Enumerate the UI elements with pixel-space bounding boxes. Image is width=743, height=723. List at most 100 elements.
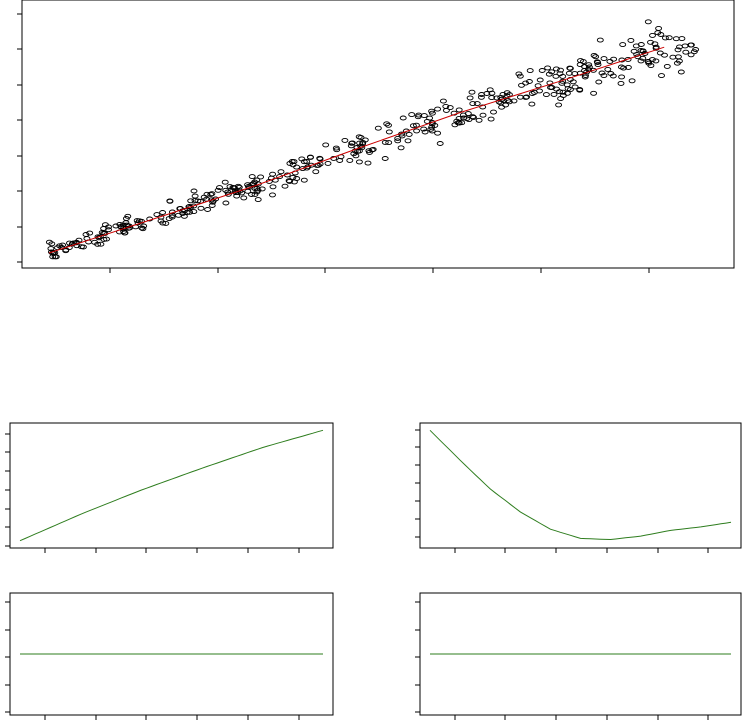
scatter-point xyxy=(434,106,442,112)
scatter-point xyxy=(681,43,689,49)
scatter-point xyxy=(644,19,652,25)
scatter-point xyxy=(209,199,217,205)
scatter-point xyxy=(94,241,102,247)
scatter-point xyxy=(257,174,265,180)
scatter-point xyxy=(402,128,410,134)
scatter-point xyxy=(661,35,669,41)
scatter-point xyxy=(593,59,601,65)
scatter-point xyxy=(669,54,677,60)
scatter-point xyxy=(258,186,266,192)
scatter-point xyxy=(413,128,421,134)
scatter-point xyxy=(569,79,577,85)
scatter-point xyxy=(244,188,252,194)
scatter-point xyxy=(86,230,94,236)
scatter-point xyxy=(121,230,129,236)
scatter-point xyxy=(687,52,695,58)
scatter-point xyxy=(316,156,324,162)
scatter-point xyxy=(604,66,612,72)
scatter-point xyxy=(277,169,285,175)
scatter-point xyxy=(544,65,552,71)
scatter-point xyxy=(649,32,656,38)
scatter-point xyxy=(455,107,463,113)
scatter-point xyxy=(208,197,216,203)
scatter-point xyxy=(516,73,524,79)
scatter-point xyxy=(530,89,538,95)
scatter-point xyxy=(654,30,662,36)
scatter-point xyxy=(248,192,255,197)
scatter-point xyxy=(385,122,392,128)
scatter-point xyxy=(420,113,428,119)
scatter-point xyxy=(394,138,402,144)
scatter-point xyxy=(138,225,146,231)
scatter-point xyxy=(269,184,277,190)
scatter-point xyxy=(600,73,608,79)
scatter-point xyxy=(493,95,501,101)
scatter-point xyxy=(687,42,695,48)
scatter-point xyxy=(592,54,600,60)
scatter-point xyxy=(618,74,626,80)
scatter-point xyxy=(463,116,471,122)
scatter-point xyxy=(555,102,563,108)
scatter-point xyxy=(336,158,344,163)
scatter-point xyxy=(536,77,544,83)
scatter-point xyxy=(240,195,248,201)
scatter-point xyxy=(385,129,393,135)
scatter-point xyxy=(498,104,506,110)
scatter-point xyxy=(352,153,360,159)
scatter-point xyxy=(663,63,671,69)
scatter-point xyxy=(426,115,434,121)
scatter-point xyxy=(607,71,615,76)
scatter-point xyxy=(47,249,55,255)
scatter-point xyxy=(637,42,645,47)
scatter-point xyxy=(556,89,563,95)
scatter-points xyxy=(45,19,700,260)
scatter-point xyxy=(558,80,566,86)
scatter-point xyxy=(105,227,112,233)
scatter-point xyxy=(94,234,102,240)
scatter-point xyxy=(208,203,216,208)
scatter-point xyxy=(469,101,477,107)
scatter-point xyxy=(466,95,474,101)
panel-bottom-left xyxy=(5,592,334,720)
scatter-point xyxy=(312,169,320,175)
scatter-point xyxy=(528,91,536,96)
scatter-point xyxy=(276,174,284,180)
scatter-point xyxy=(307,154,314,160)
scatter-point xyxy=(582,73,589,78)
scatter-point xyxy=(166,198,174,204)
scatter-point xyxy=(300,177,308,183)
scatter-point xyxy=(101,222,109,228)
scatter-point xyxy=(190,203,198,209)
panel-top-right xyxy=(415,422,742,553)
scatter-point xyxy=(673,60,681,66)
scatter-point xyxy=(347,143,355,149)
scatter-point xyxy=(159,220,167,226)
scatter-point xyxy=(518,82,525,88)
scatter-point xyxy=(414,114,422,120)
scatter-point xyxy=(229,184,237,190)
scatter-point xyxy=(216,185,223,191)
scatter-point xyxy=(674,47,682,53)
scatter-point xyxy=(190,188,198,194)
scatter-point xyxy=(269,171,277,177)
scatter-point xyxy=(381,156,389,161)
scatter-point xyxy=(619,42,627,48)
scatter-point xyxy=(672,36,680,42)
scatter-point xyxy=(251,191,259,197)
scatter-point xyxy=(381,139,389,145)
scatter-point xyxy=(47,246,55,252)
scatter-point xyxy=(190,209,198,215)
scatter-point xyxy=(165,216,173,222)
scatter-point xyxy=(420,126,428,132)
scatter-point xyxy=(658,73,665,79)
scatter-point xyxy=(661,52,668,58)
scatter-point xyxy=(692,47,700,52)
plot-frame xyxy=(21,0,735,269)
scatter-point xyxy=(187,198,195,204)
scatter-point xyxy=(139,226,147,232)
scatter-point xyxy=(637,47,645,53)
scatter-point xyxy=(439,98,447,104)
scatter-point xyxy=(123,222,131,228)
scatter-point xyxy=(385,140,393,146)
